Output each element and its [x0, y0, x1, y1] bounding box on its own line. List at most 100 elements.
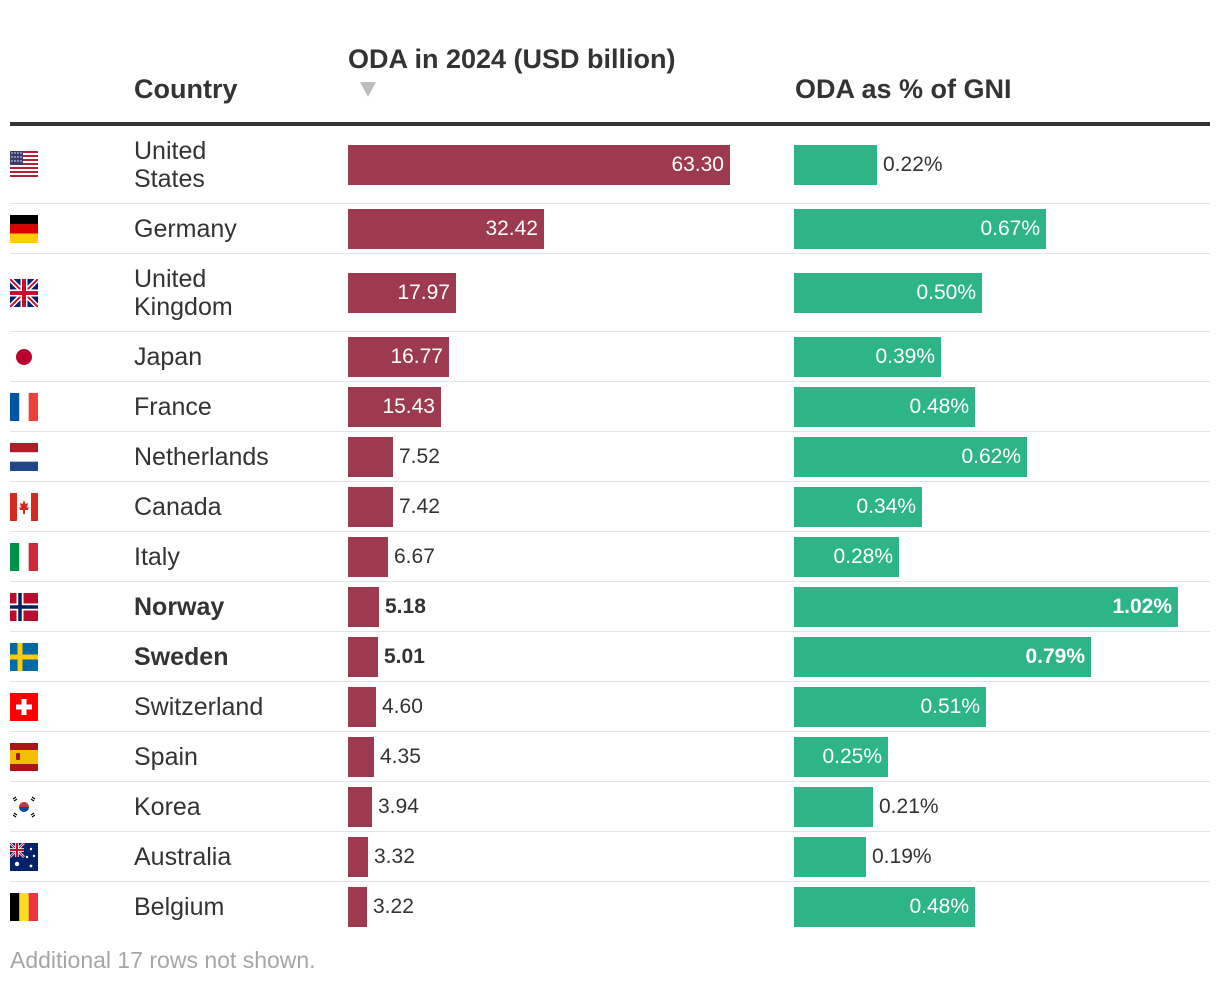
gni-bar: [794, 786, 873, 827]
country-name: Australia: [134, 843, 232, 871]
row-divider: [10, 381, 1210, 382]
oda-bar: [348, 208, 544, 249]
oda-value-label: 6.67: [394, 544, 435, 568]
table-row: Switzerland 4.60 0.51%: [0, 682, 1220, 732]
flag-it-icon: [10, 543, 38, 571]
table-row: United States 63.30 0.22%: [0, 126, 1220, 204]
gni-value-label: 0.79%: [1025, 644, 1085, 668]
table-row: United Kingdom 17.97 0.50%: [0, 254, 1220, 332]
country-name: Sweden: [134, 643, 229, 671]
header-rule: [10, 122, 1210, 126]
gni-value-label: 0.51%: [920, 694, 980, 718]
row-divider: [10, 881, 1210, 882]
gni-bar: [794, 272, 982, 313]
country-name: United Kingdom: [134, 265, 233, 321]
oda-value-label: 5.01: [384, 644, 425, 668]
country-name: Netherlands: [134, 443, 269, 471]
table-row: Japan 16.77 0.39%: [0, 332, 1220, 382]
gni-value-label: 0.22%: [883, 152, 943, 176]
flag-be-icon: [10, 893, 38, 921]
row-divider: [10, 331, 1210, 332]
country-name: Germany: [134, 215, 237, 243]
gni-bar: [794, 144, 877, 185]
oda-value-label: 7.42: [399, 494, 440, 518]
flag-us-icon: [10, 151, 38, 179]
gni-value-label: 0.48%: [909, 394, 969, 418]
oda-bar: [348, 736, 374, 777]
table-row: Korea 3.94 0.21%: [0, 782, 1220, 832]
footnote: Additional 17 rows not shown.: [10, 947, 316, 973]
oda-value-label: 32.42: [485, 216, 538, 240]
gni-bar: [794, 886, 975, 927]
country-name: United States: [134, 137, 207, 193]
oda-value-label: 16.77: [390, 344, 443, 368]
flag-se-icon: [10, 643, 38, 671]
table-row: Canada 7.42 0.34%: [0, 482, 1220, 532]
oda-bar: [348, 386, 441, 427]
country-name: Canada: [134, 493, 222, 521]
country-name: Italy: [134, 543, 180, 571]
flag-ca-icon: [10, 493, 38, 521]
table-row: Australia 3.32 0.19%: [0, 832, 1220, 882]
gni-bar: [794, 636, 1091, 677]
gni-value-label: 0.25%: [822, 744, 882, 768]
gni-value-label: 0.67%: [980, 216, 1040, 240]
oda-bar: [348, 886, 367, 927]
oda-bar: [348, 586, 379, 627]
sort-descending-icon[interactable]: [360, 82, 376, 97]
flag-ch-icon: [10, 693, 38, 721]
table-row: Spain 4.35 0.25%: [0, 732, 1220, 782]
flag-nl-icon: [10, 443, 38, 471]
row-divider: [10, 781, 1210, 782]
flag-no-icon: [10, 593, 38, 621]
country-name: Korea: [134, 793, 201, 821]
row-divider: [10, 631, 1210, 632]
oda-bar: [348, 836, 368, 877]
table-row: Sweden 5.01 0.79%: [0, 632, 1220, 682]
flag-fr-icon: [10, 393, 38, 421]
oda-value-label: 3.22: [373, 894, 414, 918]
oda-value-label: 63.30: [671, 152, 724, 176]
gni-bar: [794, 736, 888, 777]
gni-bar: [794, 836, 866, 877]
gni-value-label: 0.28%: [833, 544, 893, 568]
oda-bar: [348, 144, 730, 185]
country-name: Spain: [134, 743, 198, 771]
country-name: Belgium: [134, 893, 225, 921]
oda-value-label: 4.60: [382, 694, 423, 718]
gni-value-label: 0.50%: [916, 280, 976, 304]
oda-bar: [348, 486, 393, 527]
oda-value-label: 15.43: [382, 394, 435, 418]
gni-value-label: 0.34%: [856, 494, 916, 518]
row-divider: [10, 581, 1210, 582]
oda-value-label: 4.35: [380, 744, 421, 768]
row-divider: [10, 831, 1210, 832]
gni-bar: [794, 486, 922, 527]
row-divider: [10, 731, 1210, 732]
gni-column-header[interactable]: ODA as % of GNI: [795, 74, 1012, 104]
table-row: Italy 6.67 0.28%: [0, 532, 1220, 582]
country-column-header[interactable]: Country: [134, 74, 238, 104]
gni-bar: [794, 536, 899, 577]
table-row: France 15.43 0.48%: [0, 382, 1220, 432]
oda-bar: [348, 636, 378, 677]
gni-value-label: 1.02%: [1112, 594, 1172, 618]
table-row: Belgium 3.22 0.48%: [0, 882, 1220, 932]
oda-bar: [348, 436, 393, 477]
row-divider: [10, 681, 1210, 682]
row-divider: [10, 431, 1210, 432]
country-name: Switzerland: [134, 693, 264, 721]
gni-value-label: 0.21%: [879, 794, 939, 818]
oda-bar: [348, 272, 456, 313]
oda-bar: [348, 686, 376, 727]
gni-bar: [794, 386, 975, 427]
gni-bar: [794, 686, 986, 727]
oda-bar: [348, 786, 372, 827]
oda-bar: [348, 536, 388, 577]
oda-bar: [348, 336, 449, 377]
gni-value-label: 0.48%: [909, 894, 969, 918]
oda-value-label: 3.94: [378, 794, 419, 818]
table-row: Germany 32.42 0.67%: [0, 204, 1220, 254]
row-divider: [10, 253, 1210, 254]
oda-column-header[interactable]: ODA in 2024 (USD billion): [348, 44, 676, 74]
